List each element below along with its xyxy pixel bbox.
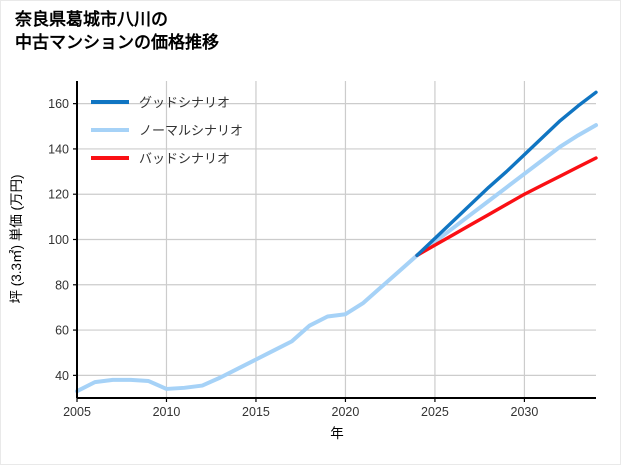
x-tick-label-2025: 2025 (421, 405, 449, 419)
series-line-normal (75, 123, 598, 394)
gridlines-horizontal (77, 103, 596, 376)
chart-title: 奈良県葛城市八川の 中古マンションの価格推移 (15, 9, 219, 55)
x-tick-label-2020: 2020 (332, 405, 360, 419)
x-axis-title: 年 (330, 426, 344, 441)
x-tick-label-2005: 2005 (63, 405, 91, 419)
chart-title-line-2: 中古マンションの価格推移 (15, 32, 219, 52)
y-axis-ticks: 40 60 80 100 120 140 160 (48, 97, 77, 383)
series-line-bad (415, 156, 598, 258)
y-tick-label-80: 80 (55, 278, 69, 292)
y-tick-label-140: 140 (48, 142, 69, 156)
data-series-layer (75, 90, 598, 394)
legend-label-1: ノーマルシナリオ (139, 123, 243, 138)
y-tick-label-40: 40 (55, 369, 69, 383)
y-tick-label-60: 60 (55, 324, 69, 338)
y-tick-label-120: 120 (48, 188, 69, 202)
legend-label-2: バッドシナリオ (139, 151, 230, 166)
y-tick-label-100: 100 (48, 233, 69, 247)
y-tick-label-160: 160 (48, 97, 69, 111)
y-axis-title: 坪 (3.3㎡) 単価 (万円) (9, 174, 24, 303)
x-tick-label-2010: 2010 (153, 405, 181, 419)
chart-title-line-1: 奈良県葛城市八川の (15, 10, 168, 29)
series-line-good (415, 90, 598, 258)
x-tick-label-2015: 2015 (242, 405, 270, 419)
x-axis-ticks: 2005 2010 2015 2020 2025 2030 (63, 398, 538, 419)
legend-label-0: グッドシナリオ (139, 95, 230, 110)
x-tick-label-2030: 2030 (511, 405, 539, 419)
